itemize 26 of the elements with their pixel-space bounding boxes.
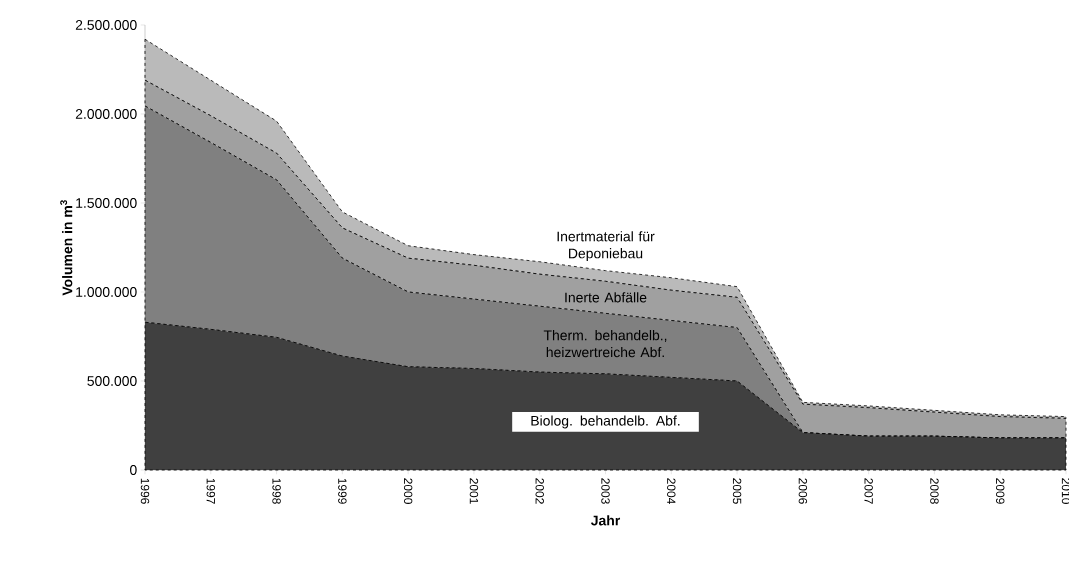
y-tick-label: 0	[130, 465, 137, 475]
series-label: Therm. behandelb., heizwertreiche Abf.	[543, 330, 667, 358]
y-tick-label: 1.000.000	[76, 287, 137, 297]
x-tick-label: 2007	[864, 478, 873, 504]
y-axis-title: Volumen in m$^{3}$	[60, 200, 73, 296]
x-tick-label: 1996	[140, 478, 150, 504]
x-tick-label: 2008	[930, 478, 939, 504]
y-tick-label: 1.500.000	[76, 198, 137, 208]
x-tick-label: 1997	[206, 478, 216, 504]
y-tick-label: 2.000.000	[75, 109, 137, 119]
series-label: Inertmaterial für Deponiebau	[557, 231, 655, 262]
x-tick-label: 1999	[338, 478, 347, 504]
x-tick-label: 2006	[798, 478, 808, 504]
x-tick-label: 2001	[469, 478, 479, 504]
x-axis-title: Jahr	[590, 515, 621, 526]
series-label: Biolog. behandelb. Abf.	[531, 415, 680, 429]
x-tick-label: 2005	[732, 478, 742, 504]
x-tick-label: 2002	[535, 478, 544, 504]
x-tick-label: 2009	[996, 478, 1005, 504]
y-tick-label: 500.000	[87, 376, 137, 386]
x-tick-label: 2004	[667, 478, 676, 505]
x-tick-label: 1998	[272, 478, 281, 504]
y-tick-label: 2.500.000	[75, 20, 137, 30]
x-tick-label: 2000	[403, 478, 413, 504]
series-label: Inerte Abfälle	[565, 292, 647, 303]
x-tick-label: 2003	[601, 478, 610, 504]
